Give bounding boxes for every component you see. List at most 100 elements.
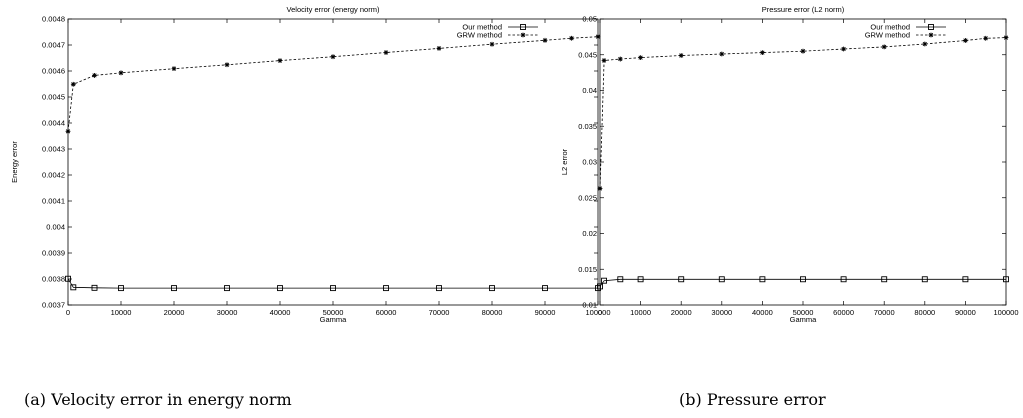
y-tick-label: 0.02 [582,229,597,238]
y-tick-label: 0.045 [578,50,597,59]
data-point [436,45,442,51]
data-point [963,38,968,43]
data-point [171,285,177,292]
x-tick-label: 60000 [833,308,854,317]
subfigure-caption: (a) Velocity error in energy norm [24,390,292,409]
legend-marker [520,32,526,38]
data-point [617,276,624,283]
data-point [330,285,336,292]
data-point [760,50,765,56]
data-point [91,284,98,291]
data-point [637,276,644,283]
data-point [678,276,685,283]
x-tick-label: 90000 [955,308,976,317]
data-point [1003,276,1009,283]
y-tick-label: 0.0044 [42,119,65,128]
data-point [840,276,847,283]
data-point [800,48,806,54]
legend-marker [520,24,526,30]
data-point [224,62,230,68]
data-point [678,53,684,58]
y-tick-label: 0.0039 [42,249,65,258]
data-point [65,128,71,134]
data-point [92,73,97,78]
y-axis-label: Energy error [10,141,19,183]
data-point [569,35,574,41]
y-tick-label: 0.0045 [42,93,65,102]
x-tick-label: 40000 [270,308,291,317]
data-point [841,46,846,52]
data-point [1003,35,1009,40]
y-tick-label: 0.0043 [42,145,65,154]
x-tick-label: 100000 [585,308,610,317]
data-point [759,276,766,283]
y-tick-label: 0.015 [578,265,597,274]
y-tick-label: 0.004 [46,223,65,232]
x-axis-label: Gamma [790,315,818,324]
y-tick-label: 0.0041 [42,197,65,206]
data-point [65,275,71,282]
data-point [921,276,928,283]
data-point [70,284,77,291]
x-tick-label: 70000 [429,308,450,317]
series-grw-method [65,34,601,134]
data-point [718,276,725,283]
legend-marker [928,24,934,30]
x-tick-label: 20000 [164,308,185,317]
x-tick-label: 80000 [482,308,503,317]
series-grw-method [597,35,1009,191]
y-axis-label: L2 error [560,148,569,175]
x-tick-label: 10000 [630,308,651,317]
data-point [638,55,643,61]
y-tick-label: 0.025 [578,193,597,202]
data-point [118,285,124,292]
data-point [542,37,548,43]
x-tick-label: 50000 [793,308,814,317]
y-tick-label: 0.03 [582,158,597,167]
legend-marker [928,32,934,38]
data-point [881,44,887,50]
data-point [597,283,603,290]
y-tick-label: 0.0042 [42,171,65,180]
series-line [599,37,1007,189]
data-point [601,58,607,63]
series-our-method [65,275,601,292]
data-point [383,50,389,55]
y-tick-label: 0.0048 [42,15,65,24]
legend-label: GRW method [457,31,502,40]
x-tick-label: 0 [66,308,70,317]
data-point [542,285,548,292]
data-point [595,285,601,292]
subfigure-caption: (b) Pressure error [679,390,826,409]
x-tick-label: 60000 [376,308,397,317]
legend-label: Our method [870,23,910,32]
series-line [67,36,599,132]
x-tick-label: 30000 [217,308,238,317]
data-point [597,186,603,191]
y-tick-label: 0.0047 [42,41,65,50]
data-point [436,285,442,292]
legend-label: Our method [462,23,502,32]
y-tick-label: 0.035 [578,122,597,131]
plot-frame [599,18,1007,306]
x-tick-label: 0 [598,308,602,317]
x-tick-label: 30000 [711,308,732,317]
x-tick-label: 90000 [535,308,556,317]
data-point [962,276,969,283]
legend-label: GRW method [865,31,910,40]
data-point [601,277,608,284]
series-line [67,278,598,289]
data-point [881,276,888,283]
data-point [617,56,623,62]
data-point [330,54,336,60]
data-point [922,41,928,47]
data-point [171,66,177,72]
chart-title: Pressure error (L2 norm) [762,5,845,14]
series-our-method [597,276,1009,290]
data-point [489,285,495,292]
x-tick-label: 40000 [752,308,773,317]
y-tick-label: 0.0046 [42,67,65,76]
data-point [719,51,725,57]
data-point [277,285,283,292]
